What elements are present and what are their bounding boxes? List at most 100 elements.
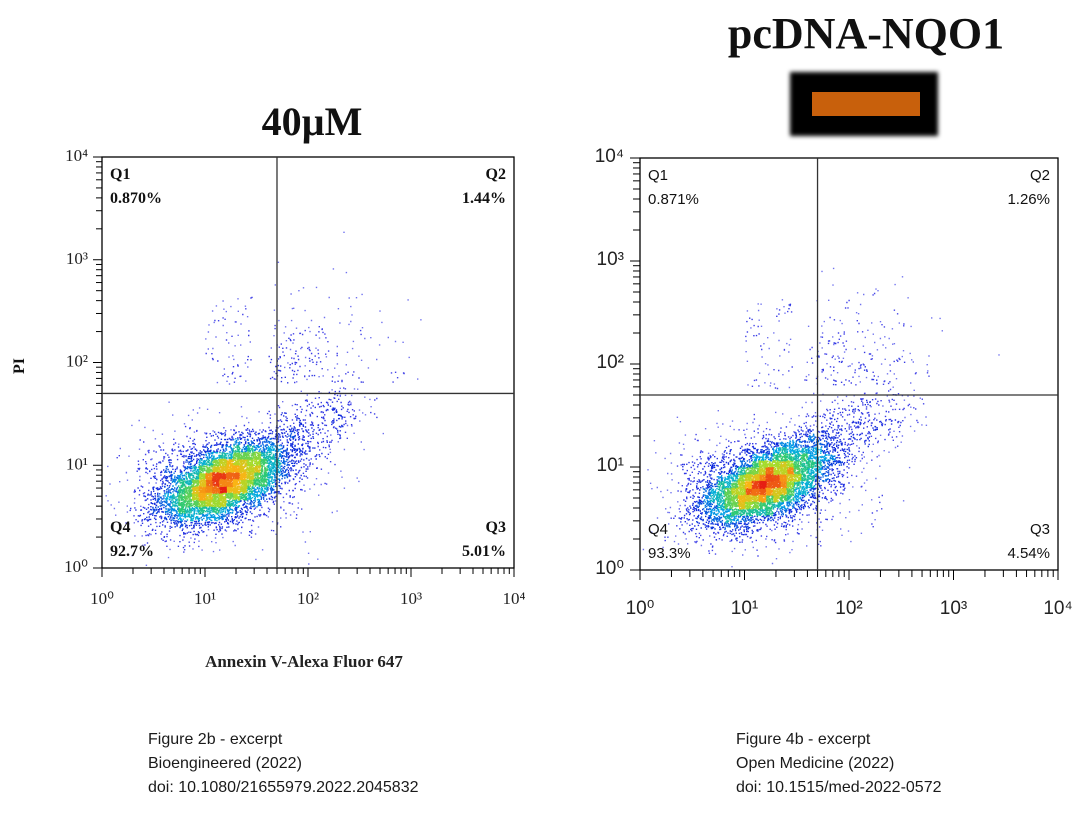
event-dots-layer <box>177 486 220 515</box>
event-dots-layer <box>786 467 795 476</box>
left-caption-line: Bioengineered (2022) <box>148 755 302 772</box>
event-dots-layer <box>730 501 739 509</box>
quadrant-name: Q4 <box>110 519 130 536</box>
event-dots-layer <box>212 513 220 522</box>
event-dots-layer <box>765 453 809 517</box>
x-tick-label: 10⁴ <box>1043 598 1072 619</box>
event-dots-layer <box>211 499 220 508</box>
right-chart-title: pcDNA-NQO1 <box>728 9 1004 58</box>
event-dots-layer <box>765 487 774 496</box>
quadrant-name: Q2 <box>486 166 506 183</box>
event-dots-layer <box>205 472 214 481</box>
event-dots-layer <box>198 485 207 494</box>
event-dots-layer <box>723 487 732 496</box>
event-dots-layer <box>205 465 213 474</box>
event-dots-layer <box>737 494 746 503</box>
western-blot-band <box>790 72 938 136</box>
left-x-axis-label: Annexin V-Alexa Fluor 647 <box>205 652 403 671</box>
event-dots-layer <box>710 446 809 496</box>
event-dots-layer <box>758 480 767 489</box>
quadrant-percent: 93.3% <box>648 545 691 562</box>
event-dots-layer <box>191 458 248 508</box>
event-dots-layer <box>191 465 248 494</box>
event-dots-layer <box>198 492 207 501</box>
x-tick-label: 10⁴ <box>503 589 526 608</box>
event-dots-layer <box>164 445 282 501</box>
quadrant-percent: 5.01% <box>462 543 506 560</box>
y-tick-label: 10² <box>66 352 88 371</box>
quadrant-percent: 1.26% <box>1007 191 1050 208</box>
event-dots <box>105 231 422 566</box>
event-dots-layer <box>246 444 255 494</box>
quadrant-percent: 0.871% <box>648 191 699 208</box>
quadrant-percent: 92.7% <box>110 543 154 560</box>
y-tick-label: 10⁴ <box>595 146 624 167</box>
event-dots-layer <box>751 453 809 510</box>
event-dots-layer <box>786 453 795 462</box>
event-dots-layer <box>800 467 816 496</box>
event-dots-layer <box>751 473 760 483</box>
event-dots-layer <box>758 446 823 496</box>
quadrant-name: Q3 <box>1030 521 1050 538</box>
event-dots-layer <box>232 485 241 494</box>
event-dots-layer <box>178 499 186 508</box>
event-dots-layer <box>744 480 781 496</box>
event-dots-layer <box>232 472 241 481</box>
plot-frame <box>101 156 515 569</box>
event-dots-layer <box>716 494 725 503</box>
event-dots-layer <box>225 458 234 494</box>
event-dots-layer <box>793 473 802 483</box>
event-dots-layer <box>205 492 214 501</box>
left-caption-line: doi: 10.1080/21655979.2022.2045832 <box>148 779 419 796</box>
quadrant-name: Q3 <box>486 519 506 536</box>
x-tick-label: 10⁰ <box>90 589 114 608</box>
event-dots-layer <box>239 472 248 481</box>
event-dots-layer <box>758 460 781 469</box>
event-dots-layer <box>239 492 248 501</box>
event-dots-layer <box>744 460 809 517</box>
quadrant-name: Q1 <box>110 166 130 183</box>
event-dots-layer <box>218 485 227 494</box>
event-dots-layer <box>758 494 767 503</box>
event-dots-layer <box>716 487 725 496</box>
y-tick-label: 10⁰ <box>64 557 88 576</box>
event-dots-layer <box>191 479 200 488</box>
plot-frame <box>639 157 1059 571</box>
quadrant-name: Q2 <box>1030 167 1050 184</box>
quadrant-percent: 1.44% <box>462 190 506 207</box>
y-tick-label: 10² <box>597 352 624 373</box>
event-dots-layer <box>751 460 788 503</box>
event-dots-layer <box>730 508 739 517</box>
event-dots-layer <box>225 472 234 481</box>
x-tick-label: 10³ <box>400 589 422 608</box>
quadrant-percent: 0.870% <box>110 190 162 207</box>
event-dots-layer <box>191 458 275 515</box>
right-caption-line: Open Medicine (2022) <box>736 755 895 772</box>
event-dots <box>642 267 1000 568</box>
event-dots-layer <box>779 473 788 482</box>
event-dots-layer <box>765 473 774 482</box>
event-dots-layer <box>211 472 220 481</box>
right-caption-line: doi: 10.1515/med-2022-0572 <box>736 779 942 796</box>
y-tick-label: 10³ <box>597 249 624 270</box>
right-flow-plot: 10⁰ 10¹ 10² 10³ 10⁴ 10⁰ 10¹ 10² 10³ 10⁴ Q1 0.871% Q2… <box>595 146 1073 619</box>
event-dots-layer <box>170 451 268 501</box>
event-dots-layer <box>239 452 248 460</box>
event-dots-layer <box>218 458 255 494</box>
event-dots-layer <box>744 467 753 475</box>
event-dots-layer <box>664 309 906 548</box>
quadrant-name: Q4 <box>648 521 668 538</box>
event-dots-layer <box>218 499 227 508</box>
event-dots-layer <box>211 465 220 474</box>
right-caption: Figure 4b - excerpt Open Medicine (2022)… <box>736 728 942 800</box>
event-dots-layer <box>744 467 781 503</box>
event-dots-layer <box>772 473 795 496</box>
event-dots-layer <box>751 480 760 489</box>
left-y-axis-label: PI <box>11 358 28 374</box>
x-tick-label: 10⁰ <box>626 598 655 619</box>
y-tick-label: 10¹ <box>66 454 88 473</box>
left-chart-title: 40µM <box>262 99 363 144</box>
event-dots-layer <box>246 472 255 481</box>
